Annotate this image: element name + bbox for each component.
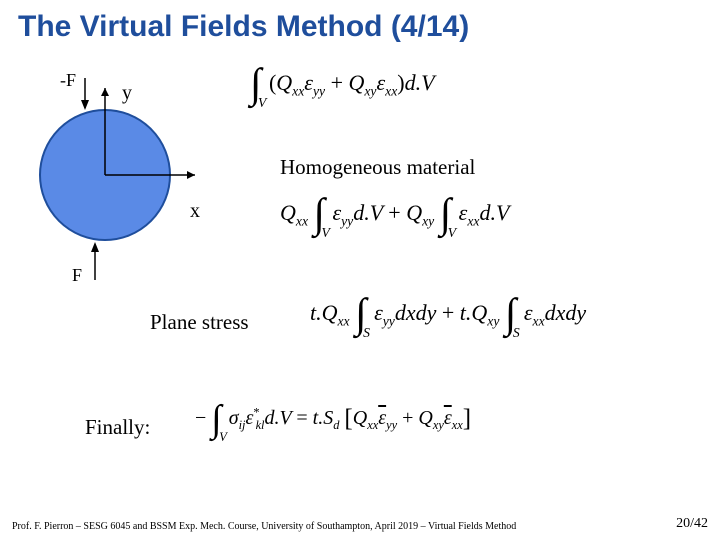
eq2-plus: +	[388, 200, 406, 225]
brazilian-disk-diagram: y x -F F	[30, 70, 210, 290]
int1-lower: V	[258, 95, 266, 111]
finally-label: Finally:	[85, 415, 150, 440]
int3a-lower: S	[363, 325, 370, 341]
equation-4: − ∫ V σijε*kld.V = t.Sd [Qxxεyy + Qxyεxx…	[195, 405, 471, 433]
equation-3: t.Qxx ∫ S εyydxdy + t.Qxy ∫ S εxxdxdy	[310, 300, 586, 329]
int2b-lower: V	[448, 225, 456, 241]
integral-3a: ∫ S	[355, 300, 366, 327]
y-axis-label: y	[122, 82, 132, 105]
equation-1: ∫ V (Qxxεyy + Qxyεxx)d.V	[250, 70, 435, 99]
integral-1: ∫ V	[250, 70, 261, 97]
y-axis-arrow	[101, 88, 109, 96]
integral-3b: ∫ S	[505, 300, 516, 327]
bottom-force-arrowhead	[91, 242, 99, 252]
homogeneous-label: Homogeneous material	[280, 155, 475, 180]
x-axis-arrow	[187, 171, 195, 179]
page-title: The Virtual Fields Method (4/14)	[18, 10, 469, 44]
top-force-arrowhead	[81, 100, 89, 110]
bottom-force-label: F	[72, 265, 82, 286]
plane-stress-label: Plane stress	[150, 310, 249, 335]
integral-2a: ∫ V	[314, 200, 325, 227]
equation-2: Qxx ∫ V εyyd.V + Qxy ∫ V εxxd.V	[280, 200, 509, 229]
page-number: 20/42	[676, 516, 708, 532]
int2a-lower: V	[322, 225, 330, 241]
top-force-label: -F	[60, 70, 76, 91]
x-axis-label: x	[190, 200, 200, 223]
eq3-plus: +	[442, 300, 460, 325]
int3b-lower: S	[513, 325, 520, 341]
int4-lower: V	[219, 430, 227, 445]
footer-text: Prof. F. Pierron – SESG 6045 and BSSM Ex…	[12, 521, 708, 532]
integral-4: ∫ V	[211, 407, 221, 431]
diagram-svg	[30, 70, 210, 290]
integral-2b: ∫ V	[440, 200, 451, 227]
